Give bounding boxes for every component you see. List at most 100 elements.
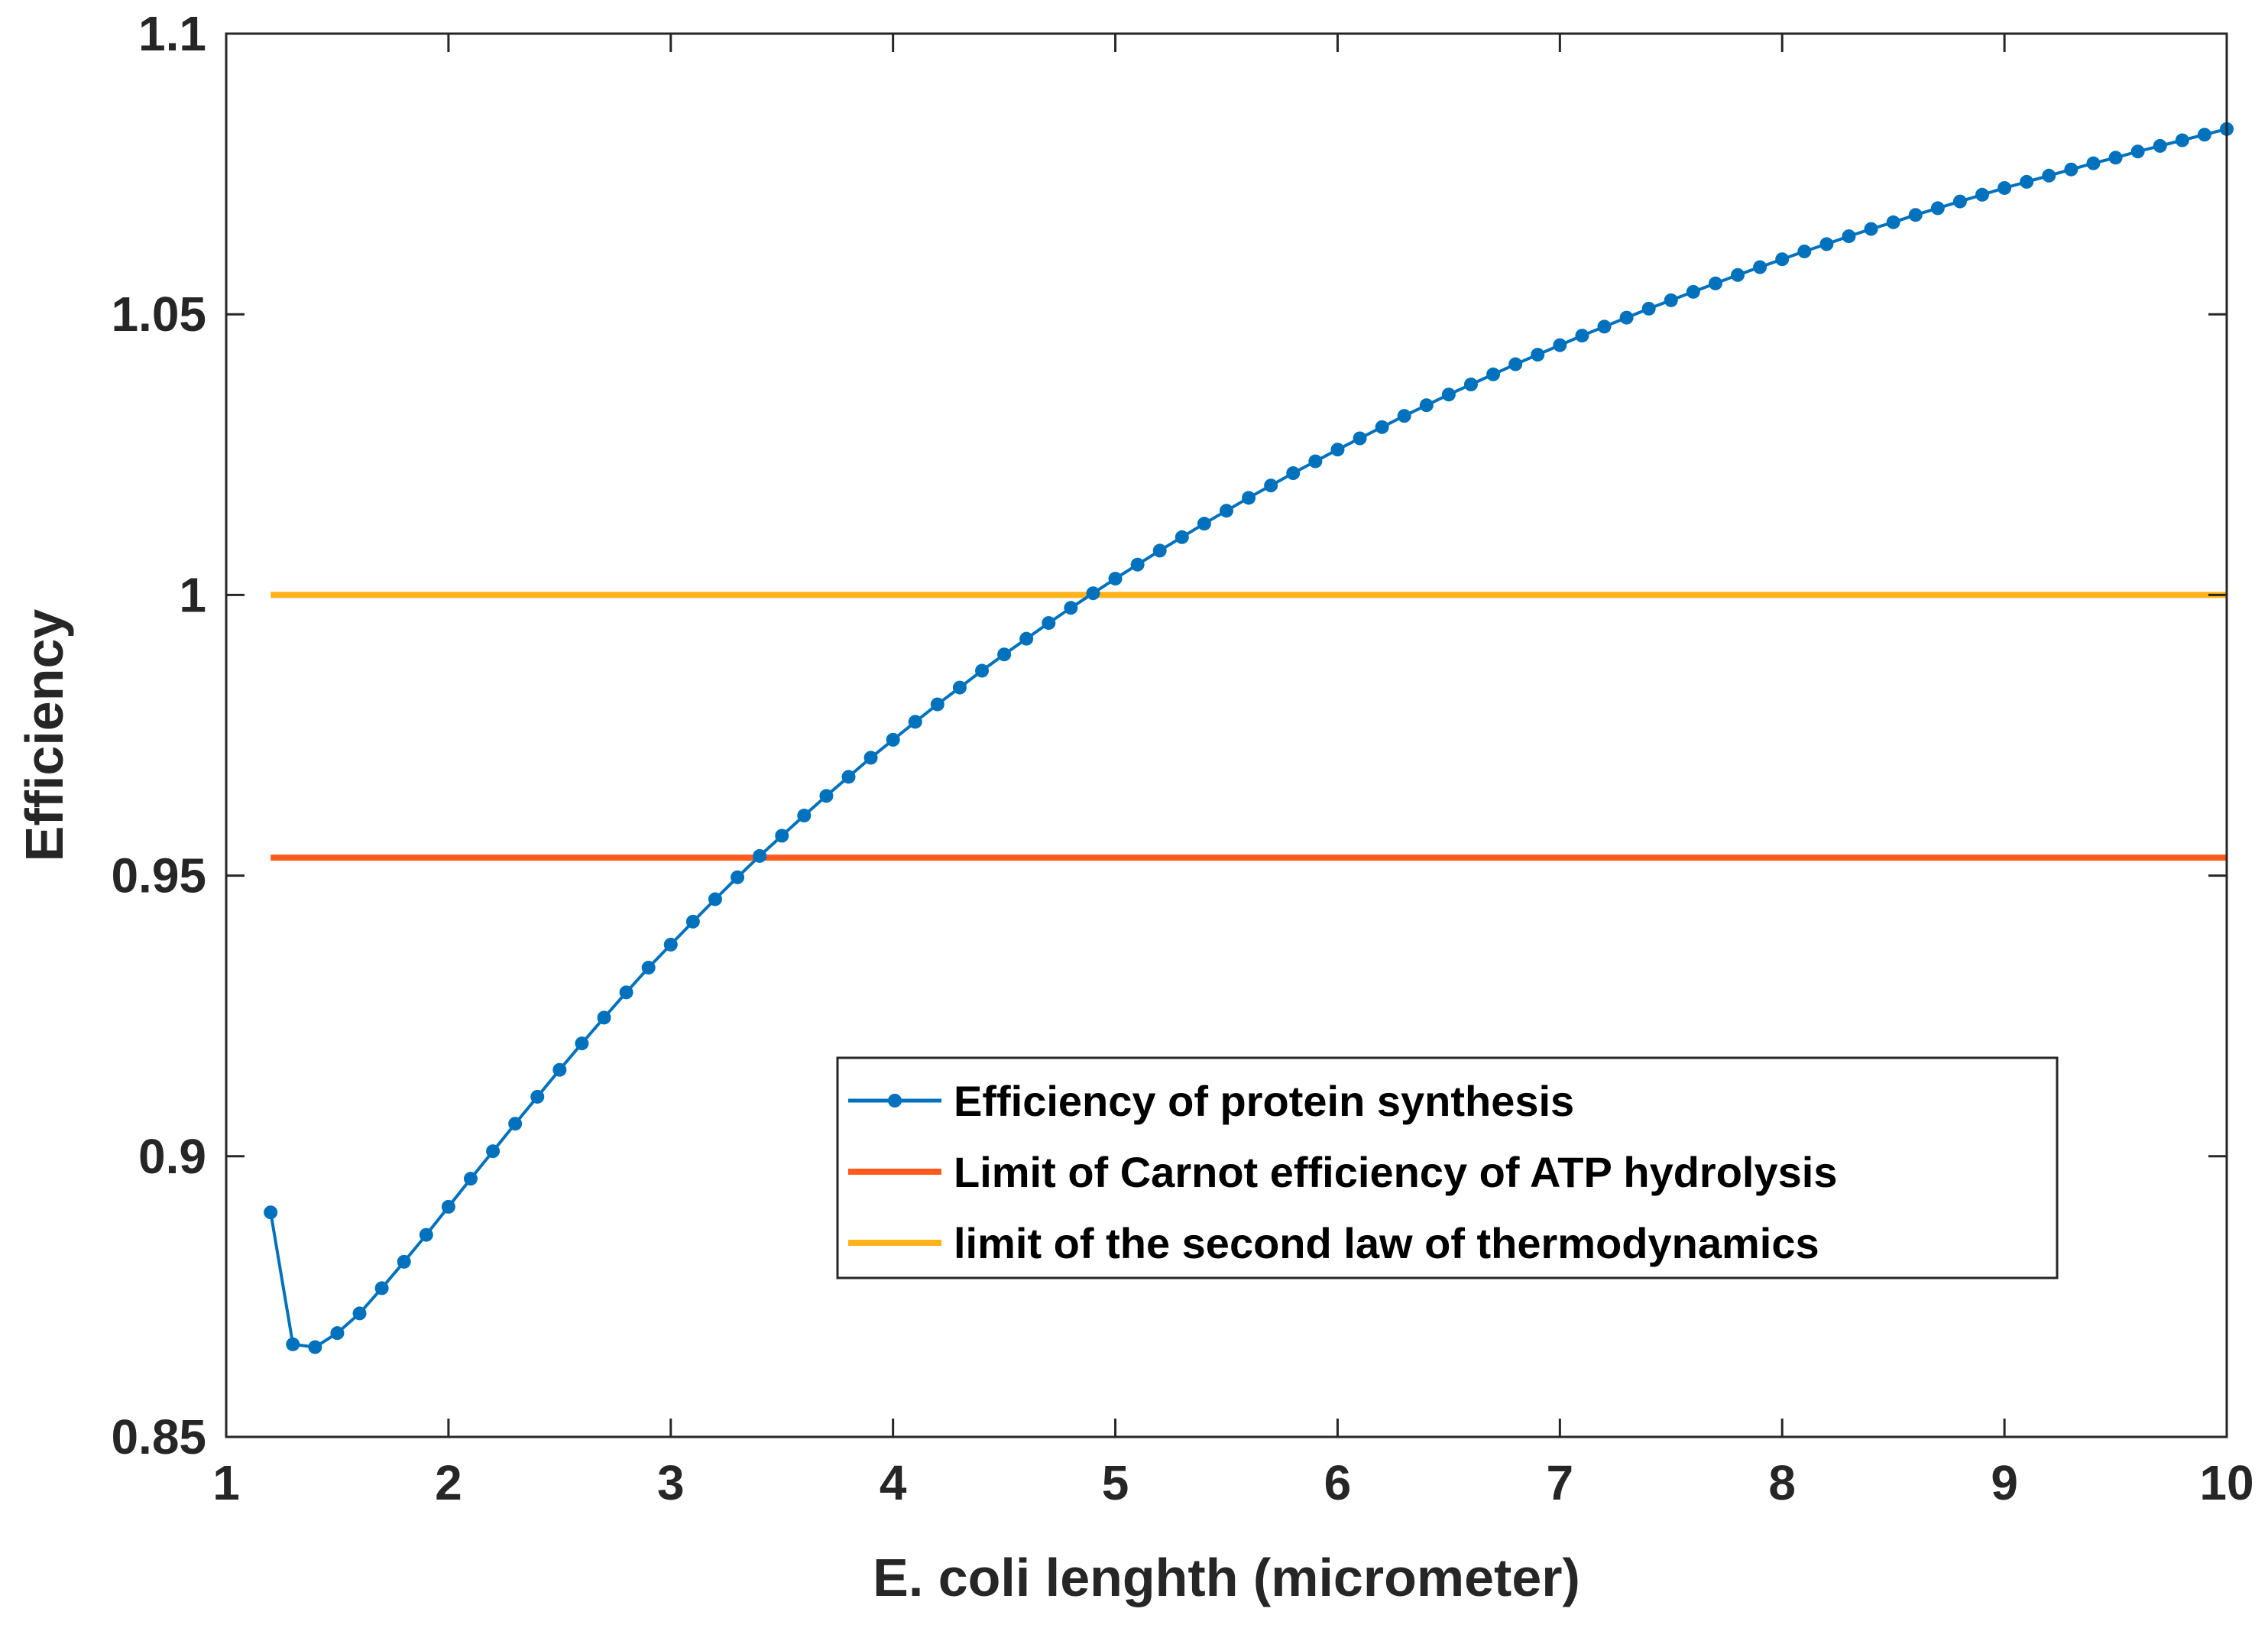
data-point [708,892,722,906]
data-point [1019,631,1034,646]
data-point [1042,616,1056,631]
data-point [1086,586,1100,601]
data-point [2020,174,2034,189]
data-point [441,1199,455,1214]
data-point [352,1306,367,1321]
data-point [419,1227,433,1242]
data-point [2197,128,2211,142]
data-point [819,789,834,803]
ticks-layer [225,32,2228,1438]
data-point [1708,276,1722,290]
x-tick-label: 5 [1102,1455,1129,1510]
plot-frame [225,32,2228,1438]
data-point [374,1281,389,1296]
x-tick-label: 4 [880,1455,907,1510]
data-point [1997,180,2012,195]
y-tick-label: 1.05 [111,287,206,342]
legend: Efficiency of protein synthesis Limit of… [836,1056,2059,1279]
y-axis-title: Efficiency [15,609,74,862]
data-point [1108,572,1123,586]
data-point [308,1340,322,1354]
data-point [597,1010,611,1025]
y-tick-label: 0.85 [111,1409,206,1464]
data-point [1619,310,1634,325]
data-point [1419,398,1434,413]
legend-label-protein: Efficiency of protein synthesis [954,1077,1574,1125]
data-point [1174,530,1189,544]
data-point [1775,252,1790,267]
y-tick-label: 0.9 [138,1129,206,1184]
y-tick-label: 1 [179,567,206,622]
data-point [663,937,678,952]
data-point [2042,168,2056,183]
legend-label-carnot: Limit of Carnot efficiency of ATP hydrol… [954,1148,1837,1196]
data-point [1508,357,1523,371]
x-axis-title: E. coli lenghth (micrometer) [873,1548,1580,1607]
data-point [685,914,700,929]
data-point [753,848,767,863]
data-point [1152,543,1167,558]
data-point [1286,466,1301,481]
data-point [1641,301,1656,316]
data-point [2086,156,2101,170]
x-tick-label: 1 [212,1455,240,1510]
data-point [975,663,990,678]
data-point [641,961,656,975]
data-point [952,680,967,695]
data-point [1908,208,1923,222]
data-point [1952,194,1967,209]
x-tick-label: 9 [1991,1455,2018,1510]
data-point [1553,338,1567,352]
data-point [797,809,812,823]
data-point [1864,222,1878,236]
data-point [863,751,878,765]
legend-label-second-law: limit of the second law of thermodynamic… [954,1219,1819,1267]
data-point [1130,557,1145,572]
data-point [1308,454,1323,469]
data-point [508,1117,523,1131]
data-point [486,1144,501,1159]
data-point [1842,229,1856,244]
x-tick-label: 10 [2199,1455,2253,1510]
data-point [1597,319,1612,334]
data-point [2130,144,2145,159]
data-point [1819,237,1834,251]
data-point [1886,215,1900,229]
data-point [2175,133,2189,148]
data-point [463,1172,478,1186]
data-point [1264,478,1278,493]
data-point [1441,388,1456,402]
series-layer [264,122,2234,1354]
data-point [1353,431,1367,446]
data-point [1753,260,1767,274]
data-point [1531,348,1545,362]
data-point [619,985,633,1000]
data-point [908,715,922,729]
data-point [530,1089,545,1104]
data-point [841,770,856,784]
data-point [1664,293,1678,307]
data-point [997,647,1012,662]
data-point [1975,187,1990,202]
x-tick-label: 7 [1547,1455,1574,1510]
legend-box [836,1056,2059,1279]
x-tick-labels: 1 2 3 4 5 6 7 8 9 10 [212,1455,2253,1510]
data-point [2108,151,2123,165]
data-point [775,829,789,843]
data-point [1575,329,1589,343]
data-point [1797,244,1812,258]
x-tick-label: 3 [657,1455,685,1510]
data-point [1930,201,1945,216]
x-tick-label: 2 [435,1455,462,1510]
data-point [1731,268,1745,282]
data-point [1330,443,1345,457]
data-point [1397,409,1411,423]
y-tick-label: 0.95 [111,848,206,903]
data-point [552,1062,567,1077]
data-point [1486,367,1501,381]
data-point [397,1254,411,1269]
x-tick-label: 6 [1324,1455,1352,1510]
data-point [1463,378,1478,391]
data-point [2064,162,2078,177]
